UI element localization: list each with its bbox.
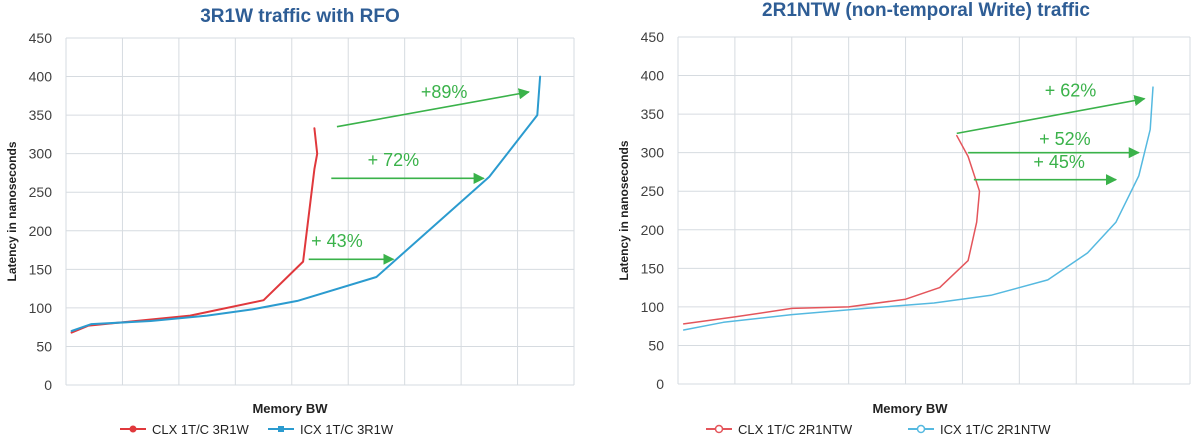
y-tick-label: 450	[641, 29, 665, 45]
annotation-label: + 72%	[368, 150, 420, 170]
legend-marker	[916, 424, 926, 434]
y-tick-label: 0	[44, 377, 52, 393]
y-axis-label: Latency in nanoseconds	[617, 140, 631, 280]
legend-label: CLX 1T/C 2R1NTW	[738, 422, 853, 437]
y-tick-label: 250	[29, 184, 53, 200]
y-tick-label: 250	[641, 183, 665, 199]
y-tick-label: 100	[29, 300, 53, 316]
annotation: + 62%	[956, 80, 1146, 135]
chart-2r1ntw: 0 50 100 150 200 250 300 350 400 450 2R1NTW (non-t…	[617, 0, 1191, 437]
annotation-arrow	[956, 95, 1146, 135]
y-tick-label: 300	[29, 146, 53, 162]
legend-marker	[714, 424, 724, 434]
annotation-label: + 62%	[1045, 80, 1097, 100]
x-axis-label: Memory BW	[872, 401, 948, 416]
series-line	[70, 75, 542, 332]
legend-item: CLX 1T/C 2R1NTW	[706, 422, 853, 437]
annotation: + 52%	[968, 129, 1140, 159]
series-icx	[70, 75, 542, 332]
legend: CLX 1T/C 2R1NTW ICX 1T/C 2R1NTW	[706, 422, 1051, 437]
y-tick-label: 200	[641, 222, 665, 238]
chart-3r1w: 0 50 100 150 200 250 300 350 400 450 3R1W traffic …	[5, 6, 575, 437]
annotation: +89%	[336, 82, 530, 128]
y-tick-label: 150	[29, 261, 53, 277]
annotation-label: +89%	[421, 82, 468, 102]
chart-title: 2R1NTW (non-temporal Write) traffic	[762, 0, 1090, 21]
y-tick-label: 200	[29, 223, 53, 239]
legend-marker	[278, 426, 284, 432]
y-tick-label: 400	[641, 68, 665, 84]
y-tick-label: 350	[29, 107, 53, 123]
legend: CLX 1T/C 3R1W ICX 1T/C 3R1W	[120, 422, 394, 437]
legend-label: CLX 1T/C 3R1W	[152, 422, 250, 437]
y-tick-label: 50	[648, 337, 664, 353]
legend-label: ICX 1T/C 2R1NTW	[940, 422, 1051, 437]
y-tick-label: 350	[641, 106, 665, 122]
legend-marker	[129, 425, 137, 433]
chart-title: 3R1W traffic with RFO	[200, 6, 400, 27]
gridlines	[65, 37, 575, 386]
annotation-label: + 52%	[1039, 129, 1091, 149]
x-axis-label: Memory BW	[252, 401, 328, 416]
annotation: + 72%	[331, 150, 485, 184]
y-tick-label: 100	[641, 299, 665, 315]
y-tick-label: 50	[36, 338, 52, 354]
annotation: + 45%	[973, 152, 1118, 186]
annotation-label: + 43%	[311, 231, 363, 251]
gridlines	[677, 36, 1191, 385]
series-icx	[682, 86, 1154, 331]
legend-item: ICX 1T/C 2R1NTW	[908, 422, 1051, 437]
y-tick-label: 0	[656, 376, 664, 392]
legend-label: ICX 1T/C 3R1W	[300, 422, 394, 437]
y-axis-label: Latency in nanoseconds	[5, 141, 19, 281]
series-line	[682, 86, 1154, 331]
annotation: + 43%	[308, 231, 395, 265]
legend-item: ICX 1T/C 3R1W	[268, 422, 394, 437]
y-tick-label: 150	[641, 260, 665, 276]
y-tick-labels: 0 50 100 150 200 250 300 350 400 450	[29, 30, 53, 393]
y-tick-label: 400	[29, 69, 53, 85]
annotation-arrow	[336, 88, 530, 128]
y-tick-label: 300	[641, 145, 665, 161]
legend-item: CLX 1T/C 3R1W	[120, 422, 250, 437]
y-tick-labels: 0 50 100 150 200 250 300 350 400 450	[641, 29, 665, 392]
annotation-label: + 45%	[1033, 152, 1085, 172]
y-tick-label: 450	[29, 30, 53, 46]
